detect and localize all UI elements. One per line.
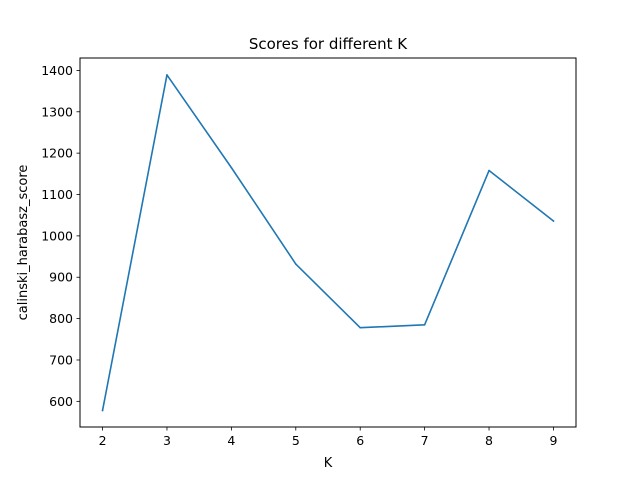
series-line bbox=[101, 74, 555, 412]
y-axis-label: calinski_harabasz_score bbox=[16, 165, 31, 321]
data-point bbox=[552, 220, 555, 222]
y-tick-label: 700 bbox=[49, 352, 73, 367]
data-point bbox=[166, 74, 168, 76]
y-tick-label: 1400 bbox=[41, 63, 73, 78]
x-tick-label: 6 bbox=[356, 433, 364, 448]
y-tick-label: 1100 bbox=[41, 187, 73, 202]
data-point bbox=[294, 263, 297, 265]
plot-area-frame bbox=[79, 57, 577, 428]
x-axis-ticks: 2 3 4 5 6 7 8 9 bbox=[99, 427, 557, 448]
data-point bbox=[423, 324, 426, 326]
y-tick-label: 1200 bbox=[41, 146, 73, 161]
x-tick-label: 9 bbox=[549, 433, 557, 448]
chart-title: Scores for different K bbox=[249, 35, 408, 53]
y-tick-label: 600 bbox=[49, 394, 73, 409]
x-tick-label: 8 bbox=[485, 433, 493, 448]
x-tick-label: 4 bbox=[227, 433, 235, 448]
x-tick-label: 2 bbox=[99, 433, 107, 448]
x-tick-label: 7 bbox=[421, 433, 429, 448]
data-point bbox=[101, 409, 104, 412]
y-tick-label: 800 bbox=[49, 311, 73, 326]
x-tick-label: 5 bbox=[292, 433, 300, 448]
x-tick-label: 3 bbox=[163, 433, 171, 448]
data-point bbox=[359, 326, 362, 329]
data-point bbox=[230, 166, 233, 169]
y-tick-label: 1000 bbox=[41, 228, 73, 243]
x-axis-label: K bbox=[324, 456, 333, 471]
y-tick-label: 900 bbox=[49, 270, 73, 285]
series-layer bbox=[101, 74, 555, 412]
y-tick-label: 1300 bbox=[41, 104, 73, 119]
data-point bbox=[488, 169, 490, 172]
y-axis-ticks: 600 700 800 900 1000 1100 1200 1300 1400 bbox=[41, 63, 80, 409]
